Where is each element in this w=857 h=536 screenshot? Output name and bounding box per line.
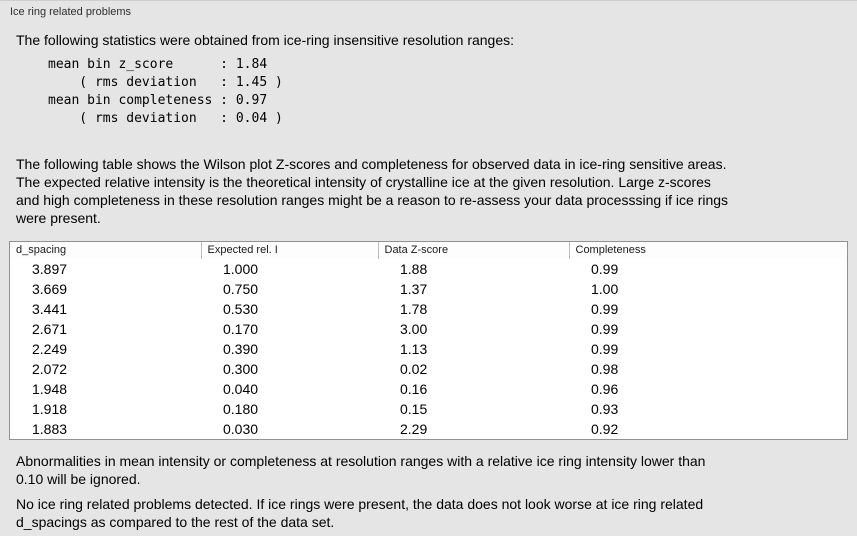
table-row: 1.918 0.180 0.15 0.93 — [10, 399, 847, 419]
table-cell: 0.300 — [223, 361, 259, 377]
column-header-d-spacing: d_spacing — [10, 242, 202, 259]
table-cell: 1.00 — [591, 281, 619, 297]
table-cell: 0.390 — [223, 341, 259, 357]
table-cell: 0.99 — [591, 301, 619, 317]
table-row: 3.669 0.750 1.37 1.00 — [10, 279, 847, 299]
column-header-expected-rel-i: Expected rel. I — [201, 242, 379, 259]
table-cell: 0.040 — [223, 381, 259, 397]
column-header-completeness: Completeness — [569, 242, 847, 259]
table-description: The following table shows the Wilson plo… — [16, 156, 729, 226]
table-row: 3.897 1.000 1.88 0.99 — [10, 259, 847, 279]
table-cell: 0.180 — [223, 401, 259, 417]
table-cell: 0.92 — [591, 421, 619, 437]
table-row: 2.671 0.170 3.00 0.99 — [10, 319, 847, 339]
table-cell: 2.671 — [32, 321, 68, 337]
table-cell: 0.030 — [223, 421, 259, 437]
table-cell: 0.750 — [223, 281, 259, 297]
table-cell: 1.000 — [223, 261, 259, 277]
table-cell: 0.170 — [223, 321, 259, 337]
ice-ring-table: d_spacing Expected rel. I Data Z-score Comp… — [9, 241, 848, 440]
table-cell: 1.918 — [32, 401, 68, 417]
table-row: 1.883 0.030 2.29 0.92 — [10, 419, 847, 439]
table-cell: 0.96 — [591, 381, 619, 397]
table-row: 2.072 0.300 0.02 0.98 — [10, 359, 847, 379]
table-cell: 3.897 — [32, 261, 68, 277]
table-cell: 0.93 — [591, 401, 619, 417]
table-cell: 3.441 — [32, 301, 68, 317]
statistics-block: mean bin z_score : 1.84 ( rms deviation … — [48, 57, 283, 126]
ignore-note: Abnormalities in mean intensity or compl… — [16, 453, 706, 487]
table-cell: 2.29 — [400, 421, 428, 437]
table-cell: 3.669 — [32, 281, 68, 297]
table-cell: 1.88 — [400, 261, 428, 277]
table-cell: 1.78 — [400, 301, 428, 317]
table-row: 3.441 0.530 1.78 0.99 — [10, 299, 847, 319]
table-cell: 0.16 — [400, 381, 428, 397]
table-cell: 0.99 — [591, 341, 619, 357]
table-row: 1.948 0.040 0.16 0.96 — [10, 379, 847, 399]
intro-text: The following statistics were obtained f… — [16, 32, 515, 48]
table-cell: 0.99 — [591, 321, 619, 337]
table-cell: 0.02 — [400, 361, 428, 377]
table-cell: 0.15 — [400, 401, 428, 417]
table-cell: 1.37 — [400, 281, 428, 297]
panel-title: Ice ring related problems — [10, 6, 132, 18]
table-cell: 2.249 — [32, 341, 68, 357]
table-cell: 3.00 — [400, 321, 428, 337]
ice-ring-data-table: d_spacing Expected rel. I Data Z-score Comp… — [10, 242, 847, 439]
table-row: 2.249 0.390 1.13 0.99 — [10, 339, 847, 359]
conclusion-text: No ice ring related problems detected. I… — [16, 496, 704, 530]
table-header-row: d_spacing Expected rel. I Data Z-score Comp… — [10, 242, 847, 259]
column-header-data-z-score: Data Z-score — [378, 242, 570, 259]
table-cell: 0.530 — [223, 301, 259, 317]
table-cell: 1.948 — [32, 381, 68, 397]
table-cell: 1.883 — [32, 421, 68, 437]
table-cell: 1.13 — [400, 341, 428, 357]
table-cell: 0.99 — [591, 261, 619, 277]
table-cell: 0.98 — [591, 361, 619, 377]
table-cell: 2.072 — [32, 361, 68, 377]
